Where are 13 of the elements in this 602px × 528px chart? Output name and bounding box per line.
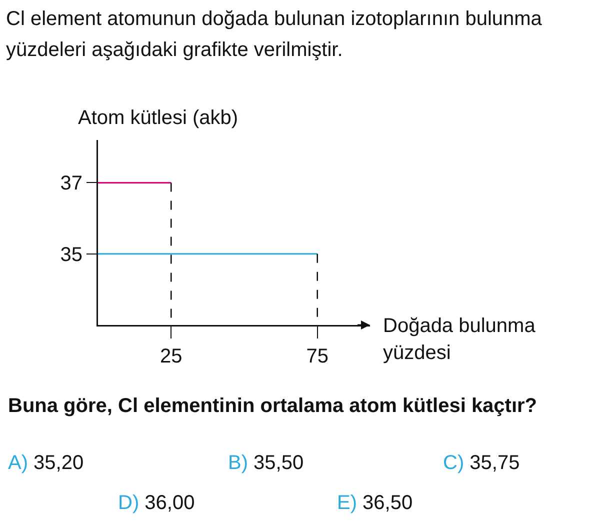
y-tick-label: 37 xyxy=(60,172,82,195)
text: C) 35,75 xyxy=(443,452,520,475)
y-axis-title: Atom kütlesi (akb) xyxy=(78,107,238,129)
chart-title: Cl element atomunun doğada bulunan izotoplarının bulunma yüzdeleri aşağıdaki grafikte verilmiştir. xyxy=(6,7,543,63)
y-tick-label: 35 xyxy=(60,244,82,266)
x-axis-title: Doğada bulunma yüzdesi xyxy=(383,314,536,366)
text: E) 36,50 xyxy=(337,492,413,515)
text: D) 36,00 xyxy=(118,492,195,515)
text: Buna göre, Cl elementinin ortalama atom kütlesi kaçtır? xyxy=(8,395,538,418)
x-tick-label: 75 xyxy=(306,346,328,368)
text: B) 35,50 xyxy=(228,452,304,475)
x-tick-label: 25 xyxy=(160,346,182,368)
text: A) 35,20 xyxy=(8,452,84,475)
